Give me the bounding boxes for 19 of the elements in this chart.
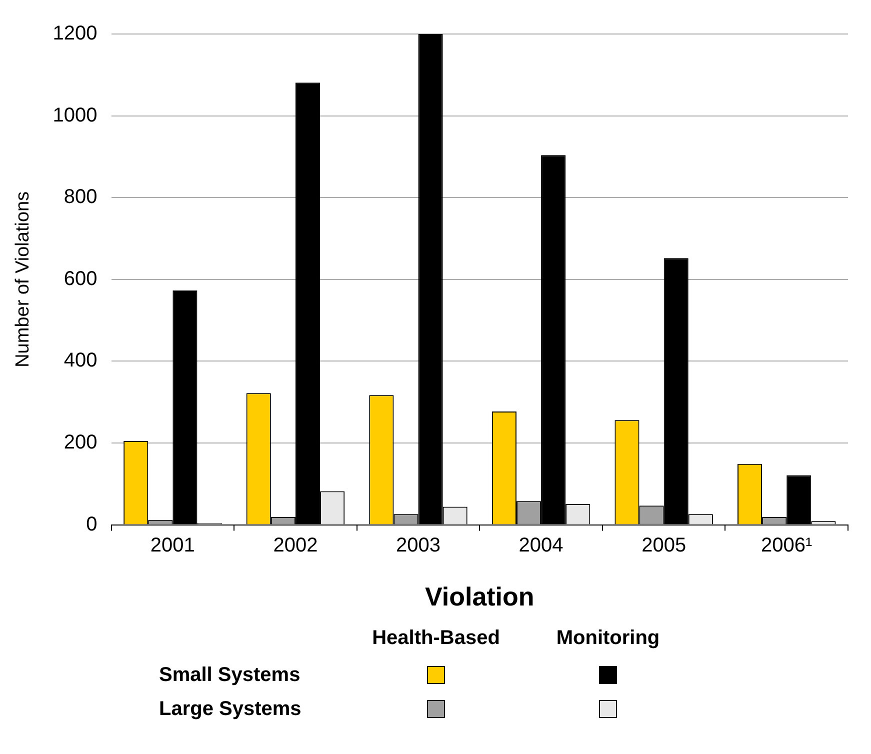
x-tick-label: 2005 xyxy=(642,534,686,556)
x-axis-title: Violation xyxy=(424,582,534,612)
text: Health-Based xyxy=(371,626,501,650)
text: Large Systems xyxy=(158,696,302,722)
text: Monitoring xyxy=(555,626,661,650)
y-tick-label: 800 xyxy=(64,186,98,208)
y-tick-label: 600 xyxy=(64,268,98,290)
y-tick-label: 400 xyxy=(64,350,98,372)
x-tick-label: 2001 xyxy=(150,534,195,556)
y-axis-title: Number of Violations xyxy=(12,191,34,368)
x-tick-label: 2002 xyxy=(273,534,318,556)
y-tick-label: 0 xyxy=(86,513,98,536)
x-tick-label: 2004 xyxy=(518,534,564,556)
y-tick-label: 1000 xyxy=(52,104,98,126)
x-tick-label: 2003 xyxy=(396,534,441,556)
text: Small Systems xyxy=(158,662,302,688)
y-tick-label: 200 xyxy=(64,432,98,454)
x-tick-label: 2006¹ xyxy=(761,534,813,556)
y-tick-label: 1200 xyxy=(52,22,98,45)
